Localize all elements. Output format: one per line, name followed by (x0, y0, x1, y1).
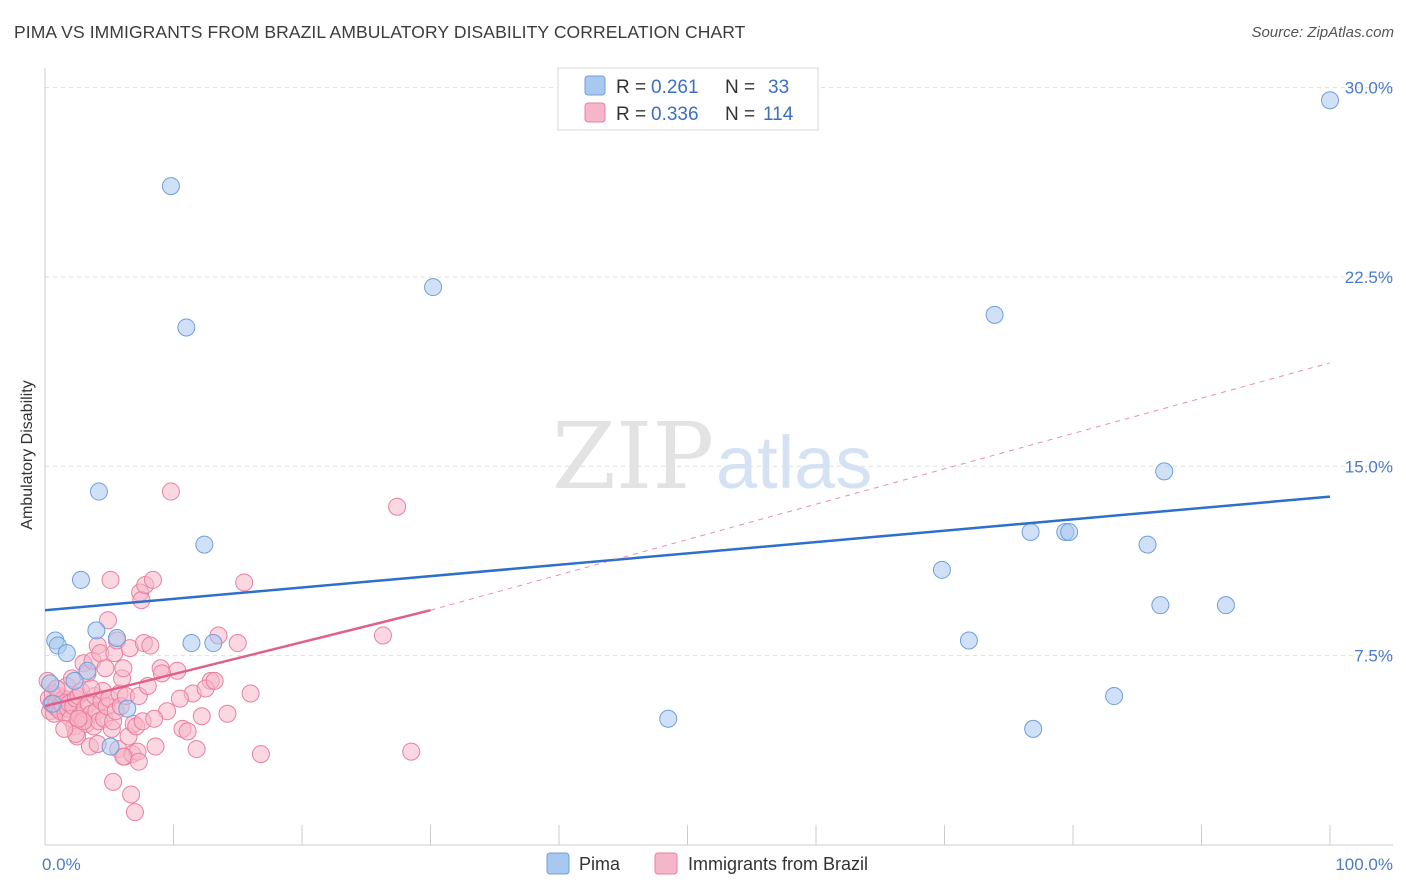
y-tick-label-2: 22.5% (1345, 268, 1393, 287)
pima-point-26 (1138, 535, 1157, 554)
pima-point-3 (71, 570, 90, 589)
pima-point-22 (1021, 522, 1040, 541)
legend-r-label-pima: R = (616, 77, 646, 98)
legend-r-value-brazil: 0.336 (651, 104, 699, 125)
brazil-point-113 (69, 709, 88, 728)
bottom-legend-swatch-pima (546, 852, 570, 875)
brazil-point-100 (55, 719, 74, 738)
pima-point-11 (161, 177, 180, 196)
watermark-zip: ZIP (552, 403, 714, 510)
y-tick-label-1: 15.0% (1345, 457, 1393, 476)
brazil-point-79 (146, 737, 165, 756)
brazil-point-88 (192, 707, 211, 726)
brazil-point-108 (205, 671, 224, 690)
legend-n-value-brazil: 114 (763, 104, 794, 125)
brazil-point-67 (125, 803, 144, 822)
series-brazil-points (38, 482, 421, 822)
pima-point-27 (1151, 596, 1170, 615)
legend-n-label-pima: N = (725, 77, 755, 98)
brazil-point-93 (235, 573, 254, 592)
brazil-point-47 (98, 611, 117, 630)
brazil-point-82 (161, 482, 180, 501)
bottom-legend: Pima Immigrants from Brazil (546, 852, 868, 875)
x-tick-label-1: 100.0% (1335, 855, 1393, 874)
trend-line-brazil (44, 609, 431, 708)
brazil-point-59 (114, 659, 133, 678)
series-pima-points (41, 91, 1339, 756)
y-tick-label-0: 7.5% (1354, 647, 1393, 666)
brazil-point-103 (129, 752, 148, 771)
pima-point-21 (1024, 719, 1043, 738)
source-label: Source: ZipAtlas.com (1251, 24, 1394, 41)
grid-lines (45, 87, 1393, 657)
pima-point-4 (78, 661, 97, 680)
watermark: ZIP atlas (552, 403, 872, 510)
pima-point-16 (424, 278, 443, 297)
axes (44, 68, 1393, 846)
brazil-point-95 (251, 745, 270, 764)
brazil-point-94 (241, 684, 260, 703)
pima-point-30 (1321, 91, 1339, 110)
legend: R = 0.261 N = 33 R = 0.336 N = 114 (557, 67, 819, 131)
brazil-point-77 (141, 636, 160, 655)
brazil-point-106 (170, 689, 189, 708)
brazil-point-109 (373, 626, 392, 645)
trend-lines (44, 362, 1331, 708)
brazil-point-45 (96, 659, 115, 678)
pima-point-18 (932, 560, 951, 579)
pima-point-10 (118, 699, 137, 718)
brazil-point-64 (122, 785, 141, 804)
legend-swatch-brazil (584, 102, 606, 123)
bottom-legend-label-brazil: Immigrants from Brazil (688, 854, 868, 874)
pima-point-14 (195, 535, 214, 554)
legend-n-value-pima: 33 (768, 77, 789, 98)
pima-point-17 (659, 709, 678, 728)
watermark-atlas: atlas (716, 421, 872, 504)
brazil-point-91 (218, 704, 237, 723)
brazil-point-101 (104, 772, 123, 791)
pima-point-19 (959, 631, 978, 650)
y-tick-label-3: 30.0% (1345, 79, 1393, 98)
pima-point-29 (1216, 596, 1235, 615)
brazil-point-49 (101, 570, 120, 589)
pima-point-8 (101, 737, 120, 756)
pima-point-28 (1155, 462, 1174, 481)
legend-r-label-brazil: R = (616, 104, 646, 125)
pima-point-25 (1105, 687, 1124, 706)
pima-point-6 (87, 621, 106, 640)
trend-line-pima (44, 495, 1331, 612)
legend-swatch-pima (584, 75, 606, 96)
pima-point-15 (204, 634, 223, 653)
brazil-point-78 (143, 570, 162, 589)
bottom-legend-label-pima: Pima (579, 854, 621, 874)
tick-labels: 7.5% 15.0% 22.5% 30.0% 0.0% 100.0% (42, 79, 1393, 874)
pima-point-9 (107, 628, 126, 647)
pima-point-13 (182, 634, 201, 653)
brazil-point-104 (145, 709, 164, 728)
x-tick-label-0: 0.0% (42, 855, 81, 874)
brazil-point-85 (178, 722, 197, 741)
pima-point-20 (985, 305, 1004, 324)
brazil-point-110 (388, 497, 407, 516)
chart-title: PIMA VS IMMIGRANTS FROM BRAZIL AMBULATOR… (14, 22, 746, 42)
pima-point-12 (177, 318, 196, 337)
legend-n-label-brazil: N = (725, 104, 755, 125)
pima-point-24 (1060, 522, 1079, 541)
pima-point-5 (65, 671, 84, 690)
brazil-point-111 (402, 742, 421, 761)
pima-point-31 (41, 674, 60, 693)
bottom-legend-swatch-brazil (654, 852, 678, 875)
legend-r-value-pima: 0.261 (651, 77, 699, 98)
brazil-point-92 (228, 634, 247, 653)
pima-point-7 (89, 482, 108, 501)
brazil-point-87 (187, 740, 206, 759)
pima-point-2 (57, 644, 76, 663)
